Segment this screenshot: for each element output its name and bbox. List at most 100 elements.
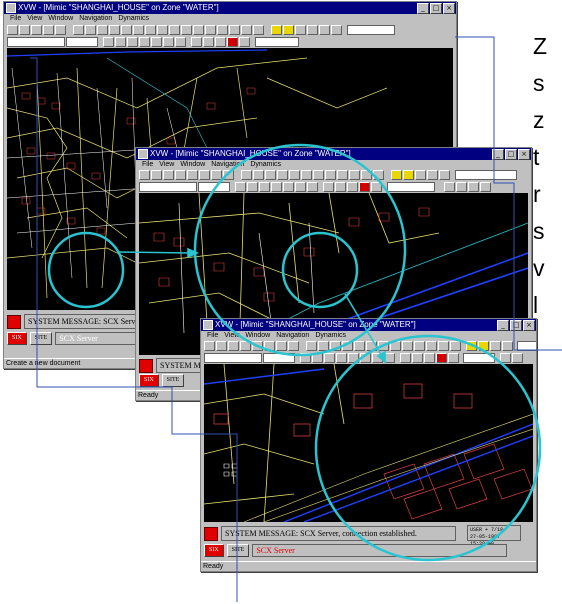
print-button[interactable] <box>211 169 222 180</box>
alarm-indicator[interactable] <box>139 358 153 373</box>
close-button[interactable]: × <box>523 320 535 331</box>
site-button[interactable]: SITE <box>226 544 250 557</box>
tool-button[interactable] <box>73 24 84 35</box>
tool-button[interactable] <box>295 181 306 192</box>
close-button[interactable]: × <box>518 149 530 160</box>
tool-button[interactable] <box>438 340 449 351</box>
style-select[interactable] <box>66 36 98 47</box>
tool-button[interactable] <box>175 36 186 47</box>
tool-button[interactable] <box>277 169 288 180</box>
tool-button[interactable] <box>283 181 294 192</box>
pan-button[interactable] <box>323 181 334 192</box>
tool-button[interactable] <box>324 352 335 363</box>
tool-button[interactable] <box>402 340 413 351</box>
tool-button[interactable] <box>301 169 312 180</box>
new-document-button[interactable] <box>139 169 150 180</box>
front-title-bar[interactable]: XVW - [Mimic "SHANGHAI_HOUSE" on Zone "W… <box>201 319 536 331</box>
view-select[interactable] <box>255 36 299 47</box>
new-document-button[interactable] <box>204 340 215 351</box>
zoom-out-button[interactable] <box>215 36 226 47</box>
tool-button[interactable] <box>414 340 425 351</box>
layer-button[interactable] <box>391 169 402 180</box>
tool-button[interactable] <box>371 181 382 192</box>
tool-button[interactable] <box>300 352 311 363</box>
maximize-button[interactable]: □ <box>430 3 442 14</box>
tool-button[interactable] <box>468 181 479 192</box>
save-button[interactable] <box>163 169 174 180</box>
front-map-canvas[interactable]: · · · <box>204 364 533 522</box>
menu-window[interactable]: Window <box>48 15 74 22</box>
print-button[interactable] <box>276 340 287 351</box>
copy-button[interactable] <box>187 169 198 180</box>
tool-button[interactable] <box>313 169 324 180</box>
grid-button[interactable] <box>307 24 318 35</box>
menu-dynamics[interactable]: Dynamics <box>118 15 150 22</box>
save-button[interactable] <box>228 340 239 351</box>
open-button[interactable] <box>216 340 227 351</box>
tool-button[interactable] <box>325 169 336 180</box>
pan-button[interactable] <box>400 352 411 363</box>
menu-navigation[interactable]: Navigation <box>276 332 310 339</box>
tool-button[interactable] <box>480 181 491 192</box>
tool-button[interactable] <box>448 352 459 363</box>
tool-button[interactable] <box>235 181 246 192</box>
menu-navigation[interactable]: Navigation <box>211 161 245 168</box>
minimize-button[interactable]: _ <box>497 320 509 331</box>
layer-select[interactable] <box>7 36 65 47</box>
tool-button[interactable] <box>151 36 162 47</box>
tool-button[interactable] <box>241 24 252 35</box>
grid-button[interactable] <box>427 169 438 180</box>
zoom-out-button[interactable] <box>347 181 358 192</box>
site-button[interactable]: SITE <box>29 332 53 345</box>
tool-button[interactable] <box>139 36 150 47</box>
tool-button[interactable] <box>145 24 156 35</box>
layer-select[interactable] <box>204 352 262 363</box>
tool-button[interactable] <box>265 169 276 180</box>
alarm-indicator[interactable] <box>7 314 21 329</box>
tool-button[interactable] <box>500 352 511 363</box>
layer-button[interactable] <box>403 169 414 180</box>
tool-button[interactable] <box>157 24 168 35</box>
tool-button[interactable] <box>229 24 240 35</box>
tool-button[interactable] <box>307 181 318 192</box>
six-button[interactable]: SIX <box>7 332 27 345</box>
layer-button[interactable] <box>283 24 294 35</box>
back-title-bar[interactable]: XVW - [Mimic "SHANGHAI_HOUSE" on Zone "W… <box>4 2 456 14</box>
tool-button[interactable] <box>163 36 174 47</box>
menu-window[interactable]: Window <box>180 161 206 168</box>
minimize-button[interactable]: _ <box>492 149 504 160</box>
tool-button[interactable] <box>127 36 138 47</box>
zoom-in-button[interactable] <box>335 181 346 192</box>
tool-button[interactable] <box>85 24 96 35</box>
zoom-in-button[interactable] <box>203 36 214 47</box>
tool-button[interactable] <box>331 24 342 35</box>
tool-button[interactable] <box>502 340 513 351</box>
tool-button[interactable] <box>512 352 523 363</box>
layer-select[interactable] <box>139 181 197 192</box>
menu-dynamics[interactable]: Dynamics <box>250 161 282 168</box>
tool-button[interactable] <box>133 24 144 35</box>
tool-button[interactable] <box>318 340 329 351</box>
middle-title-bar[interactable]: XVW - [Mimic "SHANGHAI_HOUSE" on Zone "W… <box>136 148 531 160</box>
maximize-button[interactable]: □ <box>505 149 517 160</box>
tool-button[interactable] <box>426 340 437 351</box>
tool-button[interactable] <box>217 24 228 35</box>
tool-button[interactable] <box>349 169 360 180</box>
tool-button[interactable] <box>253 24 264 35</box>
menu-view[interactable]: View <box>27 15 43 22</box>
menu-view[interactable]: View <box>159 161 175 168</box>
help-button[interactable] <box>288 340 299 351</box>
tool-button[interactable] <box>253 169 264 180</box>
six-button[interactable]: SIX <box>204 544 224 557</box>
tool-button[interactable] <box>109 24 120 35</box>
tool-button[interactable] <box>193 24 204 35</box>
stop-button[interactable] <box>436 352 447 363</box>
menu-file[interactable]: File <box>207 332 219 339</box>
menu-window[interactable]: Window <box>245 332 271 339</box>
tool-button[interactable] <box>336 352 347 363</box>
menu-view[interactable]: View <box>224 332 240 339</box>
tool-button[interactable] <box>444 181 455 192</box>
site-button[interactable]: SITE <box>161 374 185 387</box>
open-button[interactable] <box>19 24 30 35</box>
tool-button[interactable] <box>319 24 330 35</box>
